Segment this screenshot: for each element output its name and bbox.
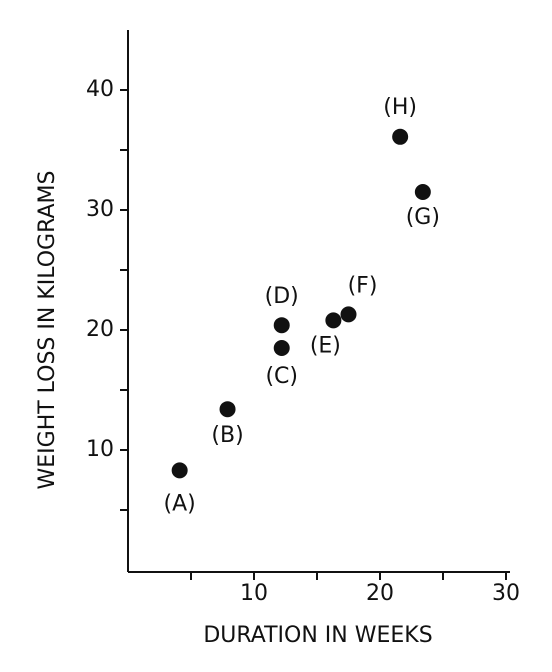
- point: [325, 312, 342, 329]
- x-tick-label: 10: [240, 581, 268, 606]
- y-axis-title: WEIGHT LOSS IN KILOGRAMS: [35, 171, 60, 490]
- y-tick-label: 10: [86, 437, 114, 462]
- y-tick-label: 40: [86, 77, 114, 102]
- y-tick-label: 20: [86, 317, 114, 342]
- point-label: (H): [383, 95, 417, 120]
- point-label: (F): [348, 273, 378, 298]
- x-axis-title: DURATION IN WEEKS: [203, 623, 432, 648]
- point: [392, 128, 409, 145]
- point-label: (A): [164, 491, 196, 516]
- point: [273, 340, 290, 356]
- x-tick-label: 30: [492, 581, 520, 606]
- point: [171, 462, 188, 479]
- point: [219, 401, 236, 418]
- y-tick-label: 30: [86, 197, 114, 222]
- x-tick-label: 20: [366, 581, 394, 606]
- point: [340, 306, 357, 323]
- point-label: (B): [211, 423, 243, 448]
- point-label: (G): [406, 205, 440, 230]
- point-label: (C): [265, 364, 298, 389]
- point: [273, 317, 290, 334]
- point-label: (D): [265, 284, 299, 309]
- point-label: (E): [310, 333, 341, 358]
- point: [414, 184, 431, 200]
